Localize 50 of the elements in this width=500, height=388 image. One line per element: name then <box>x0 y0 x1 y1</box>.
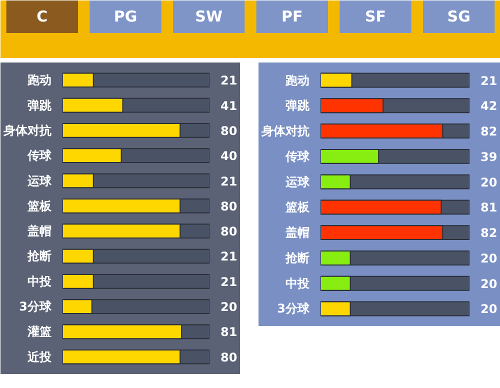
y-tick-label: 篮板 <box>284 200 310 214</box>
data-label: 20 <box>480 175 498 190</box>
y-tick-label: 盖帽 <box>286 226 310 240</box>
data-label: 39 <box>480 150 498 164</box>
y-tick-label: 篮板 <box>26 198 52 213</box>
data-label: 80 <box>220 124 238 138</box>
y-tick-label: 传球 <box>26 148 52 163</box>
data-label: 21 <box>220 174 238 188</box>
y-tick-label: 跑动 <box>26 73 52 88</box>
y-tick-label: 跑动 <box>284 73 310 88</box>
data-label: 21 <box>480 74 498 88</box>
text: PG <box>114 8 138 26</box>
y-tick-label: 身体对抗 <box>260 124 310 138</box>
data-label: 80 <box>220 199 238 214</box>
y-tick-label: 弹跳 <box>28 98 52 112</box>
y-tick-label: 身体对抗 <box>2 123 52 138</box>
y-tick-label: 运球 <box>284 174 310 189</box>
data-label: 81 <box>220 325 238 340</box>
text: SG <box>447 8 470 26</box>
data-label: 41 <box>220 98 238 113</box>
data-label: 20 <box>480 276 498 291</box>
text: SF <box>364 8 386 26</box>
y-tick-label: 3分球 <box>19 300 52 314</box>
data-label: 21 <box>220 250 238 264</box>
y-tick-label: 近投 <box>26 350 52 364</box>
y-tick-label: 运球 <box>26 174 52 188</box>
text: SW <box>195 8 223 26</box>
text: PF <box>282 8 303 26</box>
data-label: 82 <box>480 124 498 139</box>
data-label: 20 <box>480 251 498 266</box>
y-tick-label: 抢断 <box>284 250 310 265</box>
data-label: 21 <box>220 274 238 289</box>
data-label: 20 <box>480 302 498 316</box>
data-label: 81 <box>480 200 498 215</box>
y-tick-label: 3分球 <box>277 302 310 316</box>
data-label: 80 <box>220 350 238 364</box>
data-label: 40 <box>220 149 238 164</box>
y-tick-label: 中投 <box>28 274 52 288</box>
data-label: 42 <box>480 99 498 114</box>
data-label: 80 <box>220 224 238 239</box>
y-tick-label: 弹跳 <box>286 98 310 113</box>
y-tick-label: 抢断 <box>26 249 52 264</box>
data-label: 82 <box>480 226 498 240</box>
data-label: 20 <box>220 300 238 314</box>
y-tick-label: 灌篮 <box>26 324 52 339</box>
y-tick-label: 中投 <box>286 276 310 290</box>
data-label: 21 <box>220 74 238 88</box>
y-tick-label: 传球 <box>284 149 310 164</box>
text: C <box>36 8 48 26</box>
y-tick-label: 盖帽 <box>28 224 52 238</box>
